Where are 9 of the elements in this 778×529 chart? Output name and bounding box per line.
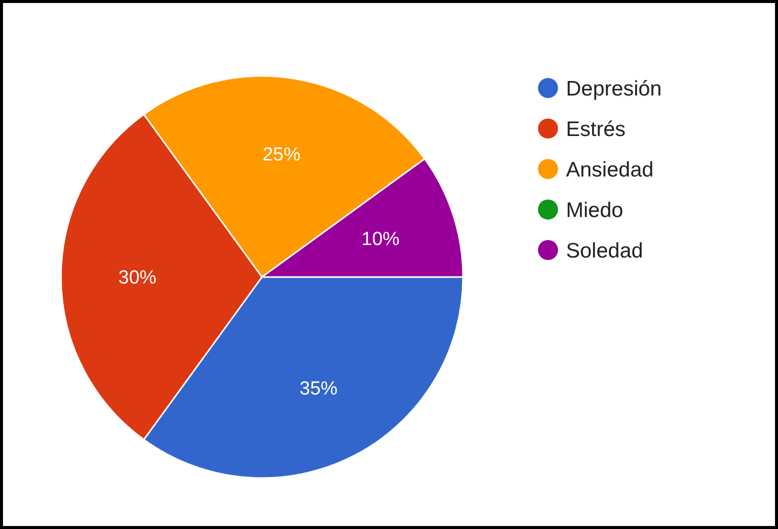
data-label: 35% [300,378,338,400]
legend-label: Soledad [566,239,644,262]
legend-label: Depresión [566,77,662,100]
data-label: 30% [118,268,156,289]
data-label: 10% [362,229,400,250]
legend-label: Estrés [566,118,626,141]
legend-label: Ansiedad [566,158,654,182]
data-label: 25% [262,144,301,166]
legend-label: Miedo [566,198,624,222]
